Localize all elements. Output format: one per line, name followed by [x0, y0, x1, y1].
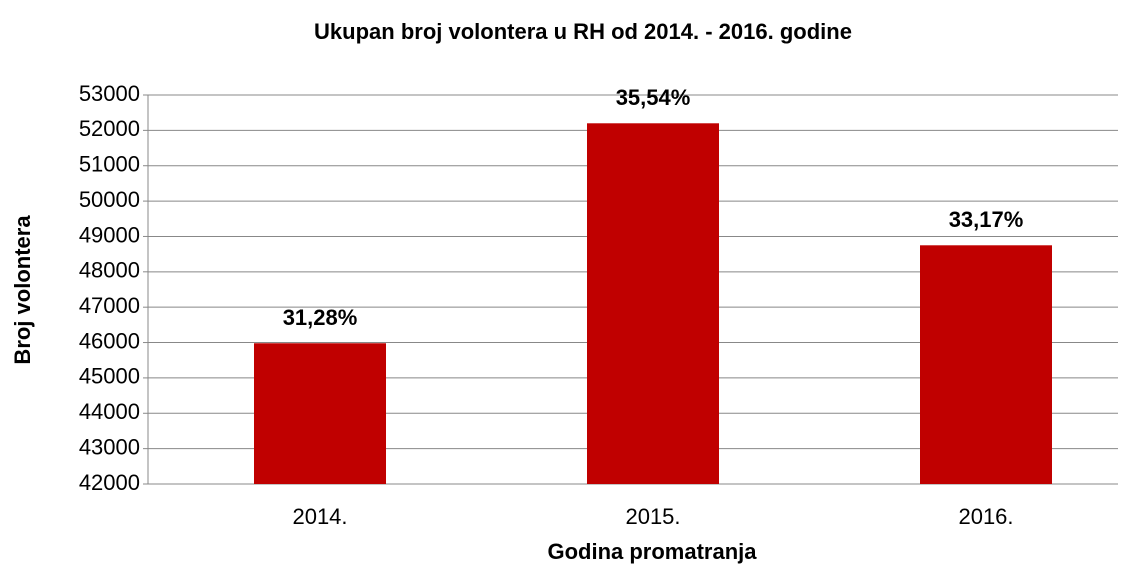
- y-tick-label: 43000: [79, 434, 140, 459]
- x-tick-label: 2015.: [625, 504, 680, 529]
- y-tick-label: 52000: [79, 116, 140, 141]
- x-axis-label: Godina promatranja: [547, 539, 757, 564]
- annotation: 31,28%: [283, 305, 358, 330]
- bar: [254, 343, 386, 484]
- y-tick-label: 45000: [79, 364, 140, 389]
- y-tick-label: 48000: [79, 258, 140, 283]
- y-tick-label: 46000: [79, 328, 140, 353]
- bar: [920, 245, 1052, 484]
- y-tick-label: 44000: [79, 399, 140, 424]
- y-tick-label: 42000: [79, 470, 140, 495]
- x-tick-label: 2014.: [292, 504, 347, 529]
- annotation: 33,17%: [949, 207, 1024, 232]
- x-tick-label: 2016.: [958, 504, 1013, 529]
- y-tick-label: 51000: [79, 152, 140, 177]
- y-axis-label: Broj volontera: [10, 215, 35, 365]
- bar: [587, 123, 719, 485]
- y-tick-label: 49000: [79, 222, 140, 247]
- chart-title: Ukupan broj volontera u RH od 2014. - 20…: [314, 19, 852, 44]
- y-tick-label: 47000: [79, 293, 140, 318]
- y-tick-label: 50000: [79, 187, 140, 212]
- y-tick-label: 53000: [79, 81, 140, 106]
- annotation: 35,54%: [616, 85, 691, 110]
